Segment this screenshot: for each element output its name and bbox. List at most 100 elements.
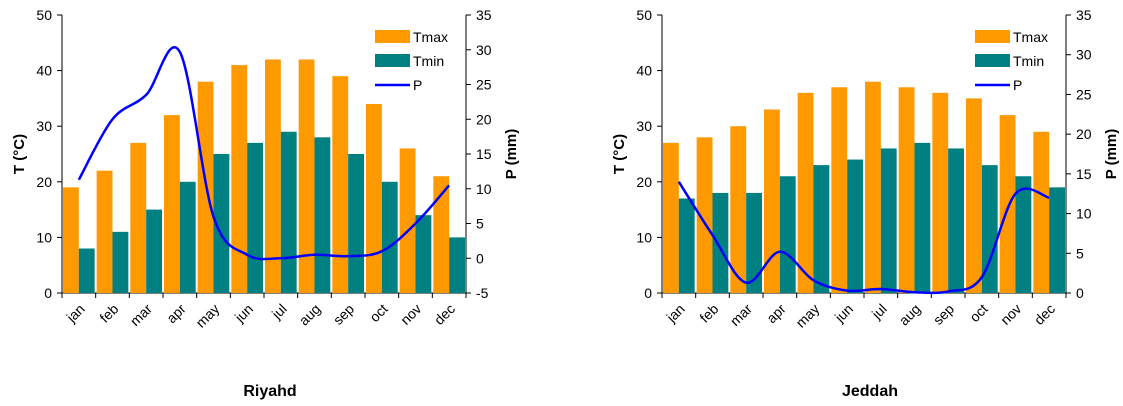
chart-title: Riyahd	[243, 383, 296, 400]
x-tick-label: sep	[930, 300, 957, 327]
bar	[399, 148, 416, 293]
y2-tick-label: -5	[476, 285, 489, 301]
bar	[146, 209, 162, 293]
bar	[898, 87, 915, 293]
y-tick-label: 30	[36, 118, 52, 134]
bar	[663, 142, 679, 293]
bar	[213, 154, 230, 293]
bar	[746, 192, 762, 293]
bar	[914, 142, 931, 293]
bar	[449, 237, 465, 293]
y2-tick-label: 20	[1076, 126, 1092, 142]
bar	[932, 92, 949, 293]
x-tick-label: dec	[431, 301, 458, 328]
bar	[231, 65, 248, 293]
y-axis-label: T (°C)	[611, 134, 628, 174]
y2-tick-label: 25	[476, 77, 492, 93]
y2-tick-label: 35	[1076, 7, 1092, 23]
bar	[1033, 131, 1050, 293]
x-tick-label: feb	[696, 300, 721, 325]
bar	[298, 59, 315, 294]
x-tick-label: aug	[296, 301, 324, 329]
p-line	[77, 46, 451, 261]
x-tick-label: jan	[63, 301, 88, 326]
y2-tick-label: 15	[1076, 166, 1092, 182]
bar	[130, 142, 147, 293]
x-tick-label: jul	[268, 301, 290, 323]
legend-label: P	[1013, 77, 1022, 93]
bar	[433, 176, 450, 293]
legend-label: P	[413, 77, 422, 93]
x-tick-label: jun	[231, 301, 256, 326]
bar	[96, 170, 113, 293]
y2-tick-label: 35	[476, 7, 492, 23]
x-tick-label: feb	[96, 300, 121, 325]
y-tick-label: 20	[36, 174, 52, 190]
x-tick-label: aug	[896, 301, 924, 329]
bar	[314, 137, 331, 293]
bar	[813, 165, 830, 293]
y2-axis-label: P (mm)	[503, 129, 520, 180]
bar	[265, 59, 281, 294]
y2-tick-label: 0	[476, 250, 484, 266]
x-tick-label: mar	[127, 300, 156, 329]
bar	[415, 215, 432, 293]
y-tick-label: 10	[636, 229, 652, 245]
bar	[966, 98, 982, 294]
y2-tick-label: 0	[1076, 285, 1084, 301]
chart-title: Jeddah	[842, 383, 898, 400]
x-tick-label: nov	[997, 301, 1024, 328]
legend-label: Tmin	[1013, 53, 1044, 69]
x-tick-label: oct	[966, 301, 991, 326]
legend-label: Tmax	[1013, 29, 1048, 45]
y-tick-label: 30	[636, 118, 652, 134]
bar	[797, 92, 814, 293]
y-tick-label: 50	[636, 7, 652, 23]
x-tick-label: apr	[763, 300, 789, 326]
bar	[764, 109, 780, 294]
bar	[366, 103, 382, 294]
y-axis-label: T (°C)	[11, 134, 28, 174]
bar	[880, 148, 897, 293]
bar	[63, 187, 79, 293]
x-tick-label: jun	[831, 301, 856, 326]
legend-swatch	[375, 54, 410, 67]
y-tick-label: 40	[36, 63, 52, 79]
bar	[999, 115, 1016, 293]
y2-tick-label: 20	[476, 111, 492, 127]
legend-label: Tmax	[413, 29, 448, 45]
y2-tick-label: 10	[476, 181, 492, 197]
y2-tick-label: 5	[1076, 245, 1084, 261]
x-tick-label: jul	[868, 301, 890, 323]
legend-swatch	[375, 30, 410, 43]
bar	[381, 181, 398, 293]
bar	[280, 131, 297, 293]
bar	[332, 76, 349, 293]
bar	[831, 87, 848, 293]
bar	[247, 142, 263, 293]
bar	[981, 165, 998, 293]
y2-tick-label: 30	[476, 42, 492, 58]
bar	[112, 231, 129, 293]
bar	[696, 137, 713, 293]
x-tick-label: may	[792, 301, 822, 331]
bar	[847, 159, 863, 293]
y2-tick-label: 30	[1076, 47, 1092, 63]
bar	[865, 81, 881, 293]
x-tick-label: nov	[397, 301, 424, 328]
bar	[712, 192, 729, 293]
x-tick-label: apr	[163, 300, 189, 326]
legend-swatch	[975, 30, 1010, 43]
y-tick-label: 20	[636, 174, 652, 190]
y2-axis-label: P (mm)	[1103, 129, 1120, 180]
legend-swatch	[975, 54, 1010, 67]
bar	[348, 154, 364, 293]
y-tick-label: 50	[36, 7, 52, 23]
p-line	[677, 181, 1050, 295]
bar	[948, 148, 964, 293]
y2-tick-label: 15	[476, 146, 492, 162]
bar	[678, 198, 695, 293]
bar	[179, 181, 196, 293]
bar	[164, 115, 180, 293]
